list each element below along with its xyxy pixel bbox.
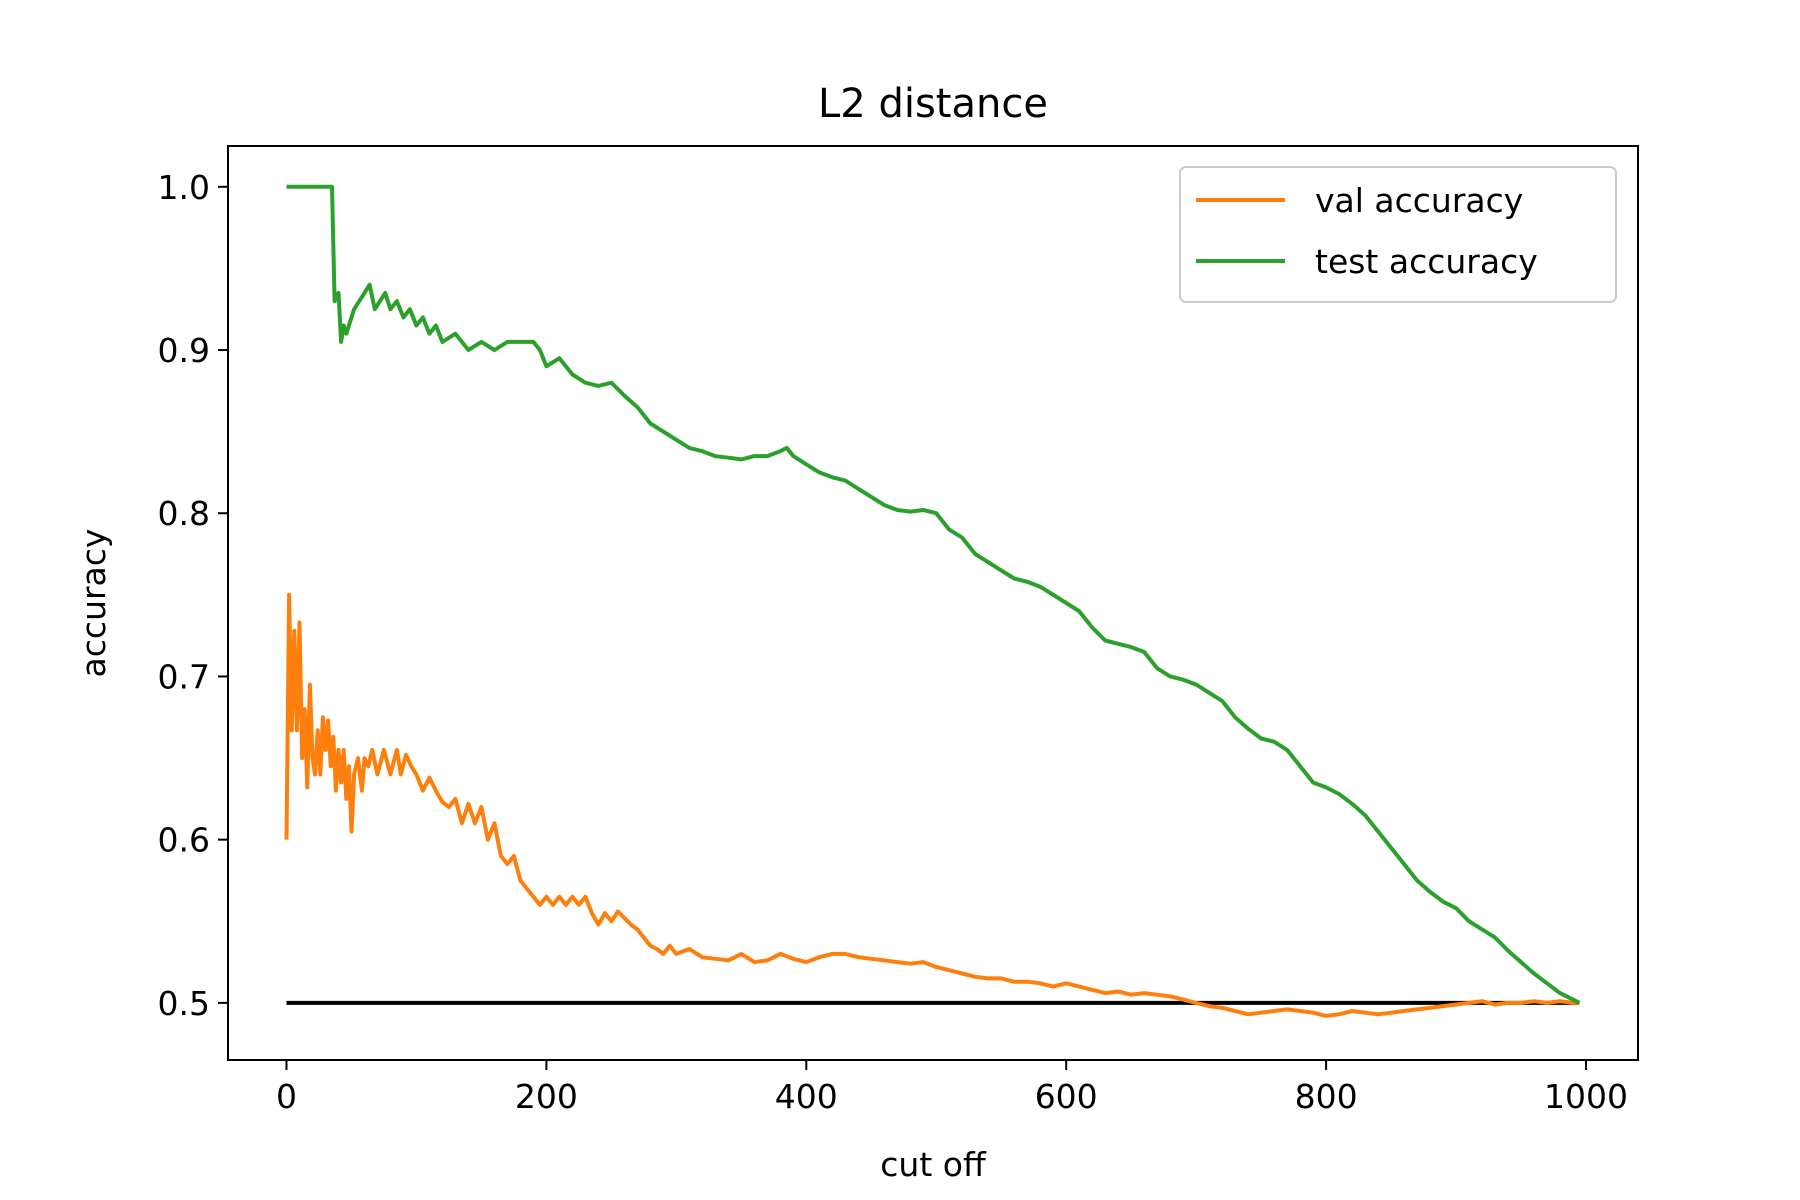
x-tick-label: 800: [1295, 1077, 1358, 1116]
legend-frame: [1179, 166, 1617, 303]
chart-title: L2 distance: [818, 81, 1048, 127]
legend: val accuracy test accuracy: [1179, 166, 1617, 303]
plot-frame: [227, 145, 1639, 1061]
series-line-test-accuracy: [286, 184, 1581, 1005]
y-tick-label: 0.9: [158, 331, 210, 370]
x-axis: 0 200 400 600 800 1000: [276, 1060, 1628, 1116]
x-tick-label: 1000: [1544, 1077, 1628, 1116]
y-tick-label: 0.6: [158, 821, 210, 860]
x-tick-label: 0: [276, 1077, 297, 1116]
x-axis-label: cut off: [880, 1145, 987, 1184]
legend-label-val-accuracy: val accuracy: [1315, 181, 1523, 220]
y-tick-label: 0.7: [158, 657, 210, 696]
x-tick-label: 200: [515, 1077, 578, 1116]
x-tick-label: 400: [775, 1077, 838, 1116]
y-tick-label: 0.8: [158, 494, 210, 533]
y-axis: 0.5 0.6 0.7 0.8 0.9 1.0: [158, 168, 228, 1023]
y-axis-label: accuracy: [74, 529, 113, 678]
x-tick-label: 600: [1035, 1077, 1098, 1116]
series-line-val-accuracy: [284, 592, 1580, 1018]
plot-area: [284, 184, 1581, 1018]
y-tick-label: 0.5: [158, 984, 210, 1023]
legend-label-test-accuracy: test accuracy: [1315, 242, 1538, 281]
y-tick-label: 1.0: [158, 168, 210, 207]
